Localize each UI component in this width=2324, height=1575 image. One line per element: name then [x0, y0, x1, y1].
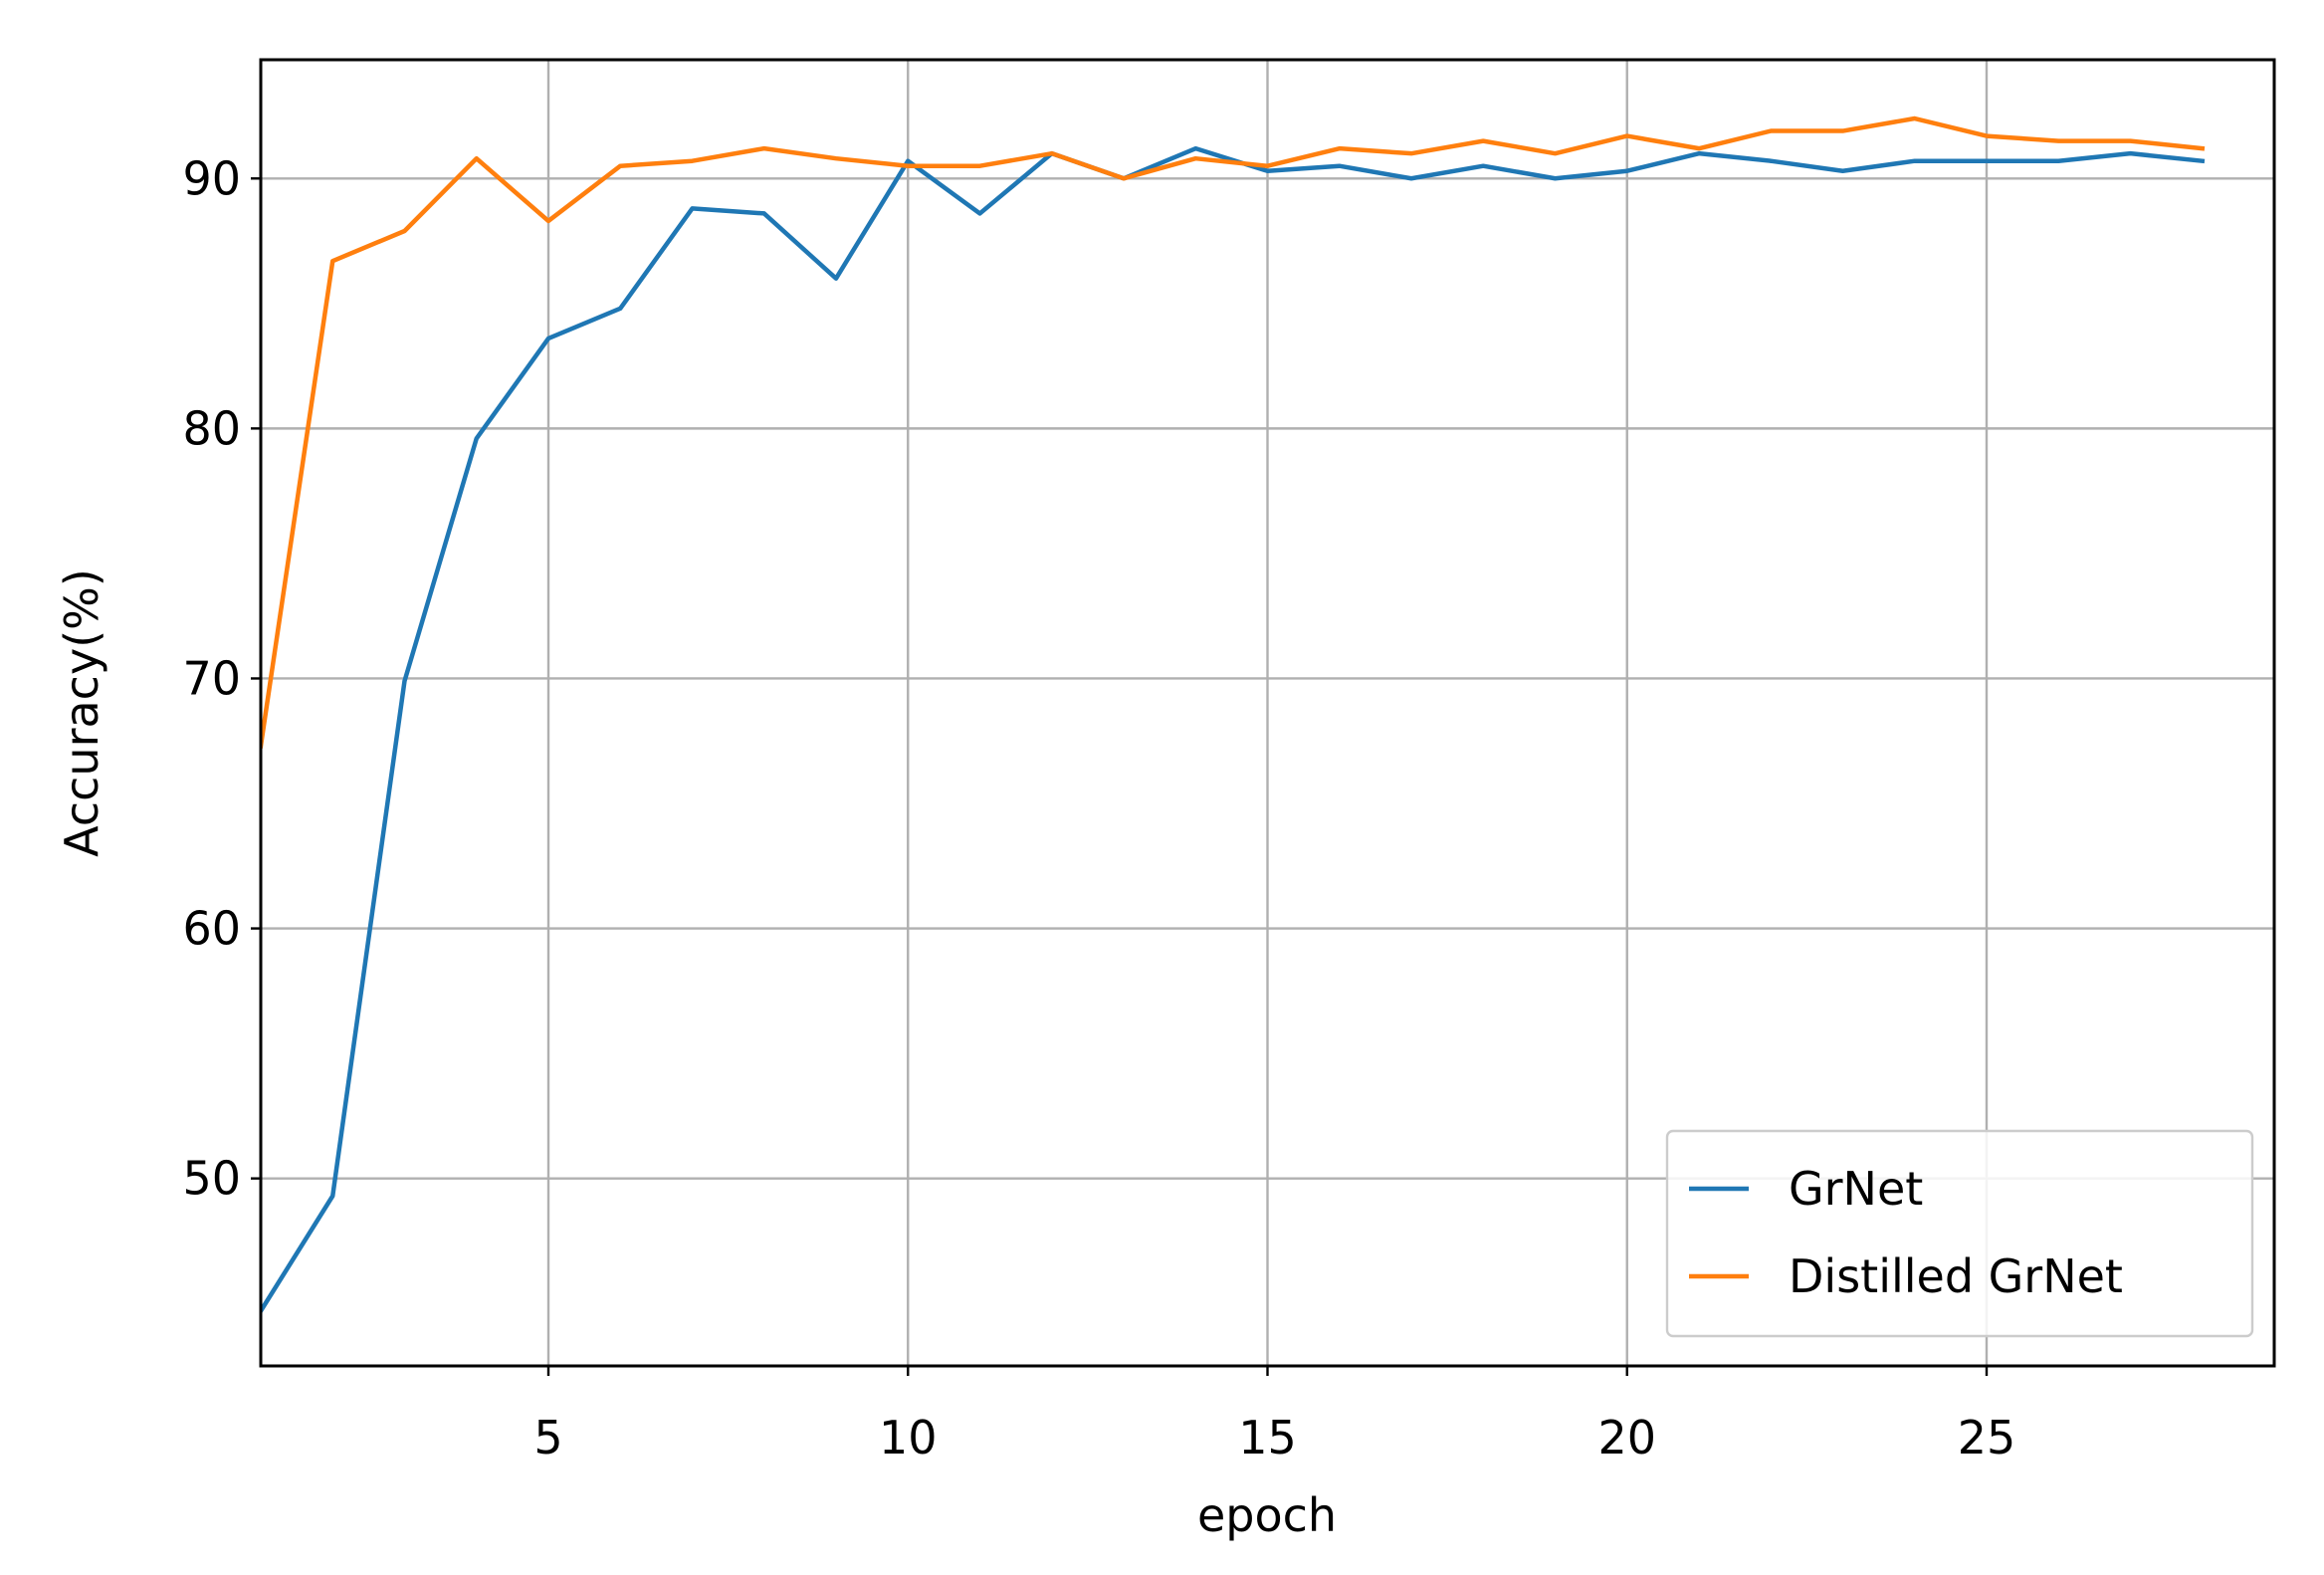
- y-tick-label: 90: [182, 151, 241, 205]
- legend-box: [1665, 1129, 2254, 1338]
- data-line: [261, 145, 2206, 1314]
- grid: [261, 60, 2274, 1366]
- y-tick-label: 70: [182, 651, 241, 705]
- y-tick-label: 80: [182, 401, 241, 455]
- x-tick-label: 5: [533, 1411, 562, 1464]
- legend: GrNet Distilled GrNet: [1665, 1129, 2254, 1338]
- y-axis-label: Accuracy(%): [55, 568, 108, 857]
- legend-label: GrNet: [1789, 1162, 1923, 1216]
- x-tick-label: 10: [879, 1411, 938, 1464]
- x-axis-label: epoch: [1197, 1488, 1337, 1542]
- y-tick-label: 50: [182, 1152, 241, 1206]
- x-tick-label: 15: [1238, 1411, 1297, 1464]
- plot-area: [261, 115, 2206, 1314]
- ticks: 5 10 15 20 25 50 60 70 80 90: [182, 151, 2015, 1464]
- legend-label: Distilled GrNet: [1789, 1249, 2123, 1303]
- x-tick-label: 25: [1958, 1411, 2016, 1464]
- y-tick-label: 60: [182, 902, 241, 956]
- data-line: [261, 115, 2206, 749]
- x-tick-label: 20: [1597, 1411, 1656, 1464]
